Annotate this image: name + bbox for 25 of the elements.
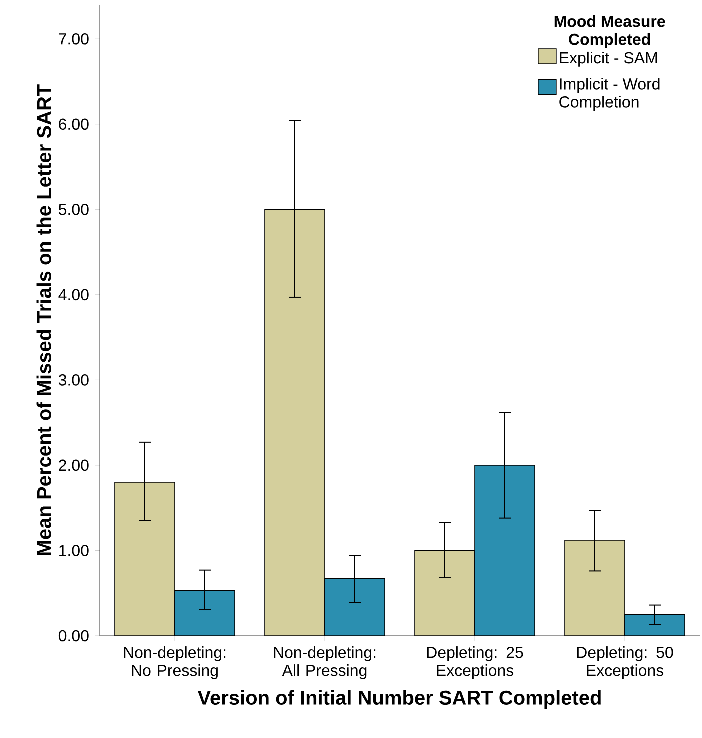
bar (264, 209, 326, 636)
x-tick-label: Depleting: 50 Exceptions (577, 646, 674, 680)
x-tick-label: Non-depleting: No Pressing (124, 646, 226, 680)
x-tick-label: Non-depleting: All Pressing (274, 646, 376, 680)
bar (624, 614, 686, 636)
bar (114, 482, 176, 636)
x-axis-title: Version of Initial Number SART Completed (198, 690, 601, 709)
y-tick-label: 0.00 (58, 630, 89, 642)
bar (564, 540, 626, 636)
y-tick-label: 3.00 (58, 374, 89, 386)
legend-title: Mood Measure Completed (554, 15, 666, 48)
bar (474, 465, 536, 636)
y-tick-label: 2.00 (59, 460, 89, 472)
bar (414, 550, 476, 636)
y-tick-label: 4.00 (58, 289, 89, 301)
legend-label: Explicit - SAM (560, 52, 658, 67)
y-axis-title: Mean Percent of Missed Trials on the Letter SART (36, 84, 52, 556)
y-tick-label: 6.00 (59, 118, 89, 130)
y-tick-label: 5.00 (58, 204, 89, 216)
y-tick-label: 7.00 (59, 33, 89, 45)
legend-label: Implicit - Word Completion (560, 78, 660, 112)
bar (324, 578, 386, 636)
bar (174, 590, 236, 636)
x-tick-label: Depleting: 25 Exceptions (427, 646, 524, 680)
y-tick-label: 1.00 (60, 545, 89, 556)
